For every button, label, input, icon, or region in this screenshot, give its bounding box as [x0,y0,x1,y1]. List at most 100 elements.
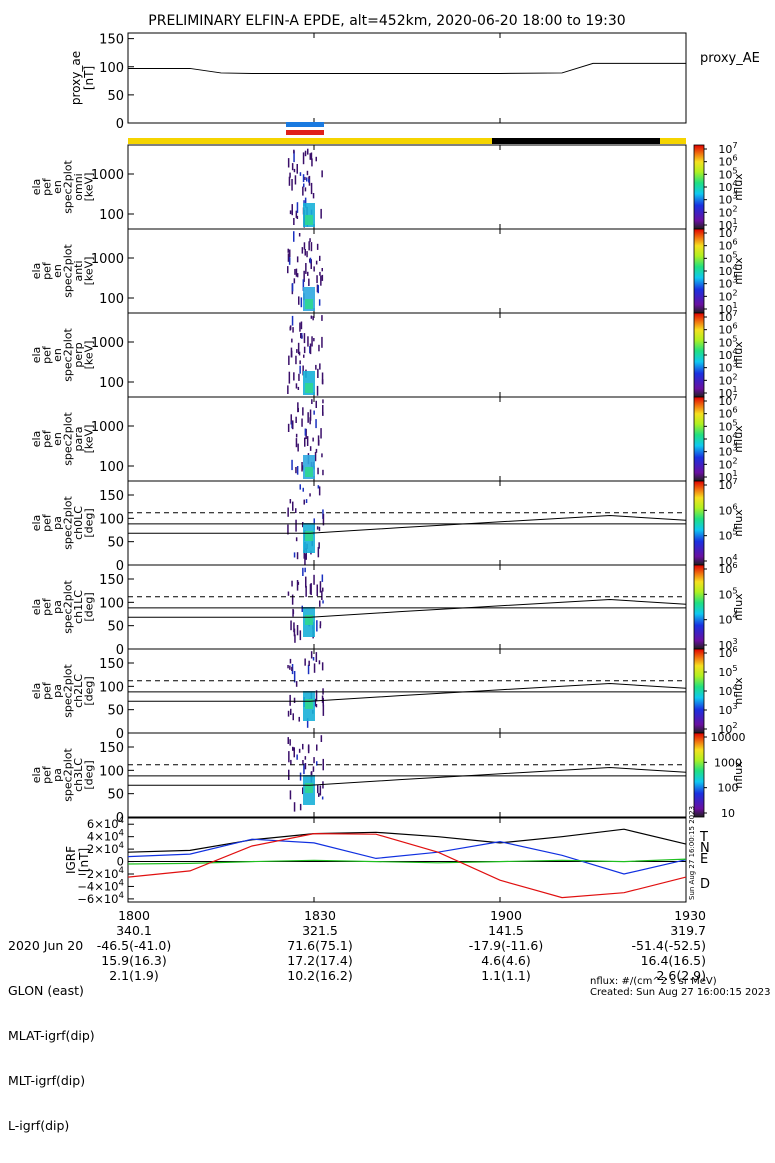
y-tick-label: 100 [99,460,124,475]
spectrogram-mark [308,178,310,183]
spectrogram-mark [306,177,308,182]
spectrogram-mark [304,567,306,573]
spectrogram-mark [304,249,306,256]
spectrogram-mark [304,437,306,447]
igrf-series-d [127,832,687,899]
spectrogram-mark [300,333,302,339]
spectrogram-mark [308,278,310,286]
panel-proxy-ae-frame [127,32,687,124]
spectrogram-mark [291,666,293,671]
panel-ch3lc-ylabel-line: ch3LC [72,758,85,792]
spectrogram-mark [303,763,305,775]
spectrogram-mark [307,271,309,276]
spectrogram-mark [317,485,320,489]
loss-cone-curve [128,515,687,534]
y-tick-label: 1000 [91,168,124,183]
spectrogram-mark [295,416,297,423]
spectrogram-mark [295,438,298,448]
spectrogram-mark [291,179,293,191]
spectrogram-mark [293,231,295,242]
colorbar-tick-label: 105 [718,417,737,433]
spectrogram-mark [296,273,299,278]
spectrogram-mark [316,620,318,632]
footer-value: -46.5(-41.0) [96,938,172,953]
spectrogram-mark [287,524,289,535]
spectrogram-mark [295,355,297,365]
spectrogram-mark [301,462,303,472]
y-tick-label: 0 [116,643,124,658]
spectrogram-mark [308,660,310,666]
footer-value: -51.4(-52.5) [631,938,706,953]
spectrogram-mark [318,542,320,549]
spectrogram-mark [300,297,303,308]
spectrogram-mark [315,364,317,370]
spectrogram-mark [318,793,320,797]
colorbar-tick-label: 103 [718,191,737,207]
colorbar-tick-label: 105 [718,333,737,349]
spectrogram-mark [299,172,302,176]
colorbar-label: nflux [732,173,745,201]
spectrogram-mark [296,580,299,591]
spectrogram-mark [306,436,309,446]
colorbar-tick-label: 105 [718,585,737,601]
spectrogram-mark [297,386,300,390]
spectrogram-mark [312,766,315,772]
spectrogram-mark [321,372,324,384]
panel-anti-ylabel-line: en [51,264,64,278]
spectrogram-mark [311,158,313,167]
flux-enhancement-mark [305,699,313,709]
ylabel-line: proxy_ae [69,51,83,105]
spectrogram-mark [311,336,313,347]
y-tick-label: 0 [116,811,124,826]
panel-ch3lc-ylabel-line: pa [51,768,64,782]
panel-ch1lc-ylabel-line: ela [30,599,43,616]
spectrogram-mark [320,275,322,286]
spectrogram-mark [295,508,297,513]
panel-anti-ylabel-line: anti [72,260,85,281]
spectrogram-mark [287,507,289,517]
spectrogram-mark [293,278,296,284]
flux-enhancement-mark [305,215,313,225]
spectrogram-mark [291,315,294,326]
flux-enhancement-mark [305,531,313,541]
spectrogram-mark [287,710,290,717]
panel-perp-ylabel-line: [keV] [82,341,95,370]
spectrogram-mark [302,279,305,291]
spectrogram-mark [296,215,299,219]
footer-value: 1930 [674,908,706,923]
spectrogram-mark [290,708,292,715]
panel-ch2lc-ylabel-line: ch2LC [72,674,85,708]
igrf-series-n [127,838,687,875]
spectrogram-mark [288,256,291,263]
spectrogram-mark [299,772,302,781]
spectrogram-mark [322,704,325,716]
y-tick-label: 50 [107,704,124,719]
spectrogram-mark [304,176,306,180]
colorbar-tick-label: 100 [718,782,739,795]
spectrogram-mark [312,316,314,321]
spectrogram-mark [293,697,296,703]
panel-para-colorbar [693,396,705,482]
spectrogram-mark [291,459,293,471]
spectrogram-mark [322,697,324,707]
spectrogram-mark [296,202,299,213]
spectrogram-mark [305,548,307,560]
colorbar-label: nflux [732,593,745,621]
spectrogram-mark [307,148,309,155]
spectrogram-mark [316,584,318,596]
spectrogram-mark [316,761,318,766]
ylabel-line: [nT] [77,848,91,872]
spectrogram-mark [289,210,292,215]
footer-value: -17.9(-11.6) [468,938,544,953]
spectrogram-mark [317,285,319,294]
spectrogram-mark [294,269,296,275]
y-tick-label: 50 [107,89,124,104]
colorbar-tick-label: 10 [721,807,735,820]
spectrogram-mark [319,600,321,607]
panel-ch0lc-ylabel-line: pa [51,516,64,530]
spectrogram-mark [302,407,304,416]
panel-para-ylabel-line: en [51,432,64,446]
flux-enhancement-mark [305,615,313,625]
spectrogram-mark [305,263,307,274]
